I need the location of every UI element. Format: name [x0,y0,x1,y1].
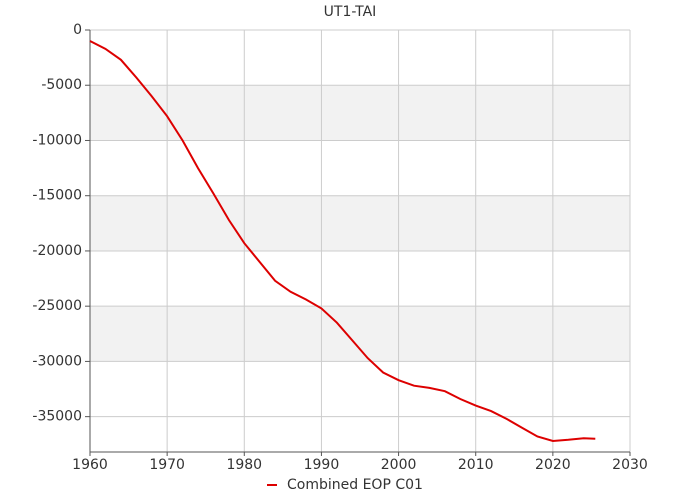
chart-title: UT1-TAI [324,4,377,20]
y-tick-label: -35000 [32,409,82,425]
x-tick-label: 1960 [72,457,108,473]
y-tick-label: -25000 [32,298,82,314]
y-tick-label: 0 [73,22,82,38]
y-tick-label: -15000 [32,188,82,204]
grid-band [90,195,630,251]
x-tick-label: 1980 [226,457,262,473]
x-tick-label: 2030 [612,457,648,473]
x-tick-label: 1970 [149,457,185,473]
x-tick-label: 1990 [304,457,340,473]
x-tick-label: 2000 [381,457,417,473]
legend-label: Combined EOP C01 [287,477,423,493]
grid-band [90,85,630,141]
series-line [89,40,596,443]
y-tick-label: -20000 [32,243,82,259]
y-tick-label: -30000 [32,353,82,369]
x-tick-label: 2010 [458,457,494,473]
y-tick-label: -10000 [32,132,82,148]
x-tick-label: 2020 [535,457,571,473]
grid-band [90,306,630,362]
y-tick-label: -5000 [41,77,82,93]
